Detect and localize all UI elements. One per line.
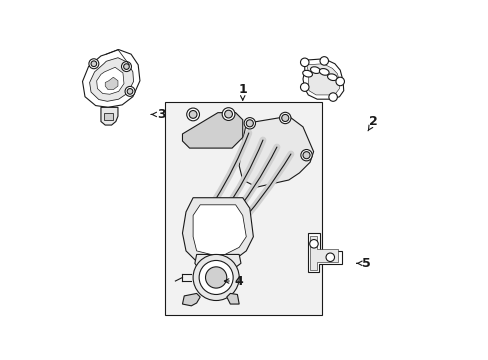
Circle shape: [335, 77, 344, 86]
Polygon shape: [193, 205, 246, 255]
Circle shape: [189, 111, 197, 118]
Circle shape: [199, 260, 233, 294]
Polygon shape: [182, 113, 242, 148]
Circle shape: [325, 253, 334, 261]
Text: 1: 1: [238, 83, 246, 100]
FancyArrowPatch shape: [223, 140, 263, 213]
Circle shape: [224, 110, 232, 118]
FancyArrowPatch shape: [230, 154, 290, 235]
FancyArrowPatch shape: [226, 147, 276, 224]
Circle shape: [89, 59, 99, 69]
Polygon shape: [104, 113, 113, 120]
Circle shape: [246, 120, 253, 127]
Polygon shape: [182, 198, 253, 265]
FancyArrowPatch shape: [215, 133, 248, 199]
Text: 3: 3: [151, 108, 165, 121]
Circle shape: [328, 93, 337, 101]
Text: 5: 5: [356, 257, 370, 270]
FancyArrowPatch shape: [223, 140, 263, 213]
Polygon shape: [182, 293, 200, 306]
Ellipse shape: [319, 68, 328, 75]
Ellipse shape: [310, 67, 320, 73]
Polygon shape: [306, 64, 339, 95]
Circle shape: [300, 149, 311, 161]
Polygon shape: [303, 59, 343, 99]
Circle shape: [125, 86, 135, 96]
Polygon shape: [101, 107, 118, 125]
Circle shape: [222, 108, 234, 121]
Bar: [164, 102, 322, 315]
Circle shape: [244, 118, 255, 129]
Polygon shape: [105, 77, 118, 90]
Circle shape: [91, 61, 97, 67]
FancyArrowPatch shape: [215, 133, 248, 199]
Polygon shape: [239, 116, 313, 187]
Circle shape: [281, 114, 288, 122]
Circle shape: [319, 57, 328, 65]
Circle shape: [127, 89, 133, 94]
Polygon shape: [226, 293, 239, 304]
Polygon shape: [309, 236, 338, 270]
Polygon shape: [195, 255, 241, 269]
Polygon shape: [97, 67, 124, 94]
Circle shape: [300, 83, 308, 91]
Text: 2: 2: [367, 115, 378, 131]
Polygon shape: [89, 58, 133, 101]
Circle shape: [309, 239, 318, 248]
Text: 4: 4: [224, 275, 243, 288]
Polygon shape: [82, 50, 140, 107]
FancyArrowPatch shape: [230, 154, 290, 235]
Polygon shape: [307, 233, 341, 272]
Circle shape: [205, 267, 226, 288]
Circle shape: [121, 62, 131, 72]
Circle shape: [303, 152, 309, 159]
Circle shape: [123, 64, 129, 69]
FancyArrowPatch shape: [226, 147, 276, 224]
Ellipse shape: [302, 70, 312, 77]
Circle shape: [300, 58, 308, 67]
Circle shape: [279, 112, 290, 123]
Ellipse shape: [327, 74, 337, 81]
Circle shape: [193, 255, 239, 301]
Circle shape: [186, 108, 199, 121]
